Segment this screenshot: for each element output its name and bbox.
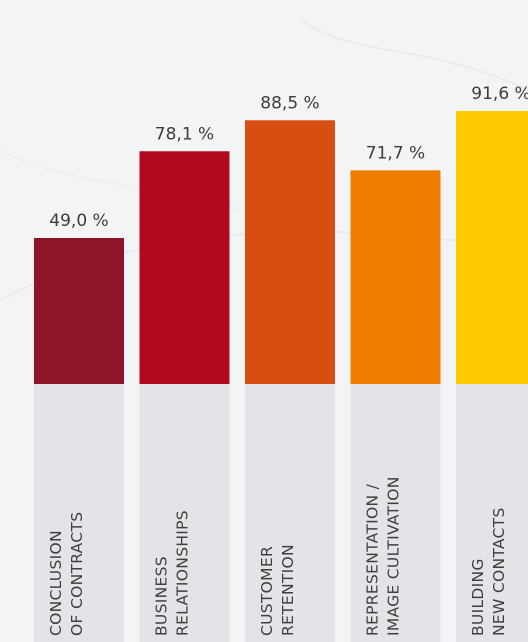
category-label: CUSTOMER: [258, 546, 276, 636]
category-label: REPRESENTATION /: [364, 483, 382, 636]
value-label: 88,5 %: [260, 93, 319, 113]
category-band: [139, 384, 230, 642]
category-band: [350, 384, 441, 642]
value-label: 49,0 %: [49, 211, 108, 231]
category-label: CONCLUSION: [47, 530, 65, 636]
category-band: [34, 384, 124, 642]
category-label: RELATIONSHIPS: [174, 510, 192, 636]
category-label: BUILDING: [469, 558, 487, 636]
value-label: 71,7 %: [366, 143, 425, 163]
category-band: [456, 384, 528, 642]
bars-layer: 49,0 % CONCLUSION OF CONTRACTS 78,1 % BUSINE…: [34, 84, 528, 642]
category-band: [245, 384, 335, 642]
category-label: NEW CONTACTS: [490, 507, 508, 636]
bar: [350, 170, 441, 384]
bar: [139, 151, 230, 384]
category-label: OF CONTRACTS: [68, 512, 86, 636]
value-label: 91,6 %: [471, 84, 528, 104]
category-label: IMAGE CULTIVATION: [385, 476, 403, 636]
bar: [245, 120, 335, 385]
bar: [456, 111, 528, 385]
bar: [34, 237, 124, 384]
category-label: BUSINESS: [153, 556, 171, 636]
value-label: 78,1 %: [155, 124, 214, 144]
category-label: RETENTION: [279, 544, 297, 636]
